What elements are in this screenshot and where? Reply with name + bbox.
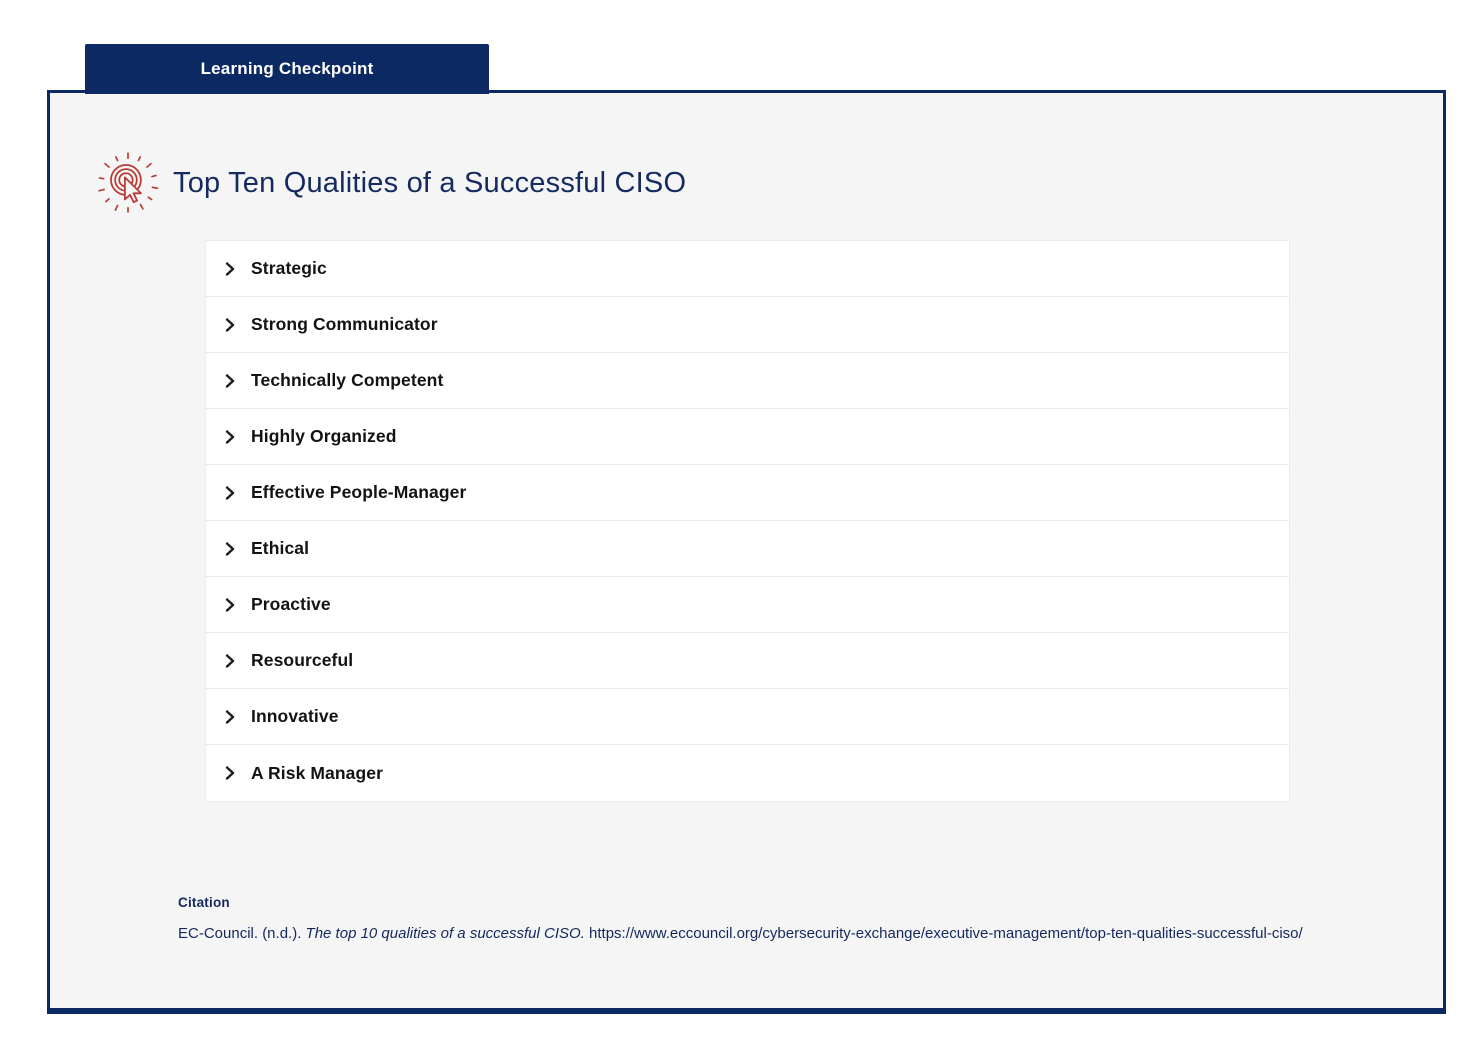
accordion-item-label: Proactive [251,594,331,614]
accordion-item-innovative[interactable]: Innovative [206,689,1289,745]
accordion-item-label: Ethical [251,538,310,558]
chevron-right-icon [225,541,235,556]
accordion-item-label: Resourceful [251,650,354,670]
accordion-item-label: Technically Competent [251,370,444,390]
accordion-item-effective-people-manager[interactable]: Effective People-Manager [206,465,1289,521]
checkpoint-panel: Top Ten Qualities of a Successful CISO S… [47,90,1446,1014]
citation-work-title: The top 10 qualities of a successful CIS… [305,925,585,942]
accordion-item-strong-communicator[interactable]: Strong Communicator [206,297,1289,353]
accordion-item-label: Strategic [251,258,327,278]
accordion-item-label: Strong Communicator [251,314,438,334]
chevron-right-icon [225,709,235,724]
chevron-right-icon [225,485,235,500]
citation-text: EC-Council. (n.d.). The top 10 qualities… [178,920,1358,947]
accordion-item-proactive[interactable]: Proactive [206,577,1289,633]
learning-checkpoint-tab: Learning Checkpoint [85,44,489,94]
citation-author: EC-Council. (n.d.). [178,925,306,942]
chevron-right-icon [225,317,235,332]
accordion-item-label: A Risk Manager [251,762,384,783]
chevron-right-icon [225,261,235,276]
accordion-item-highly-organized[interactable]: Highly Organized [206,409,1289,465]
chevron-right-icon [225,373,235,388]
accordion-item-resourceful[interactable]: Resourceful [206,633,1289,689]
citation-heading: Citation [178,895,230,910]
chevron-right-icon [225,429,235,444]
chevron-right-icon [225,653,235,668]
citation-url: https://www.eccouncil.org/cybersecurity-… [584,925,1303,942]
citation-section: Citation EC-Council. (n.d.). The top 10 … [178,895,1358,947]
accordion-item-label: Innovative [251,706,339,726]
header-row: Top Ten Qualities of a Successful CISO [50,93,1443,216]
click-target-icon [98,152,159,213]
qualities-accordion: Strategic Strong Communicator Technicall… [205,240,1290,802]
accordion-item-technically-competent[interactable]: Technically Competent [206,353,1289,409]
accordion-item-strategic[interactable]: Strategic [206,241,1289,297]
accordion-item-label: Highly Organized [251,426,397,446]
chevron-right-icon [225,766,235,780]
tab-label: Learning Checkpoint [200,59,374,78]
chevron-right-icon [225,597,235,612]
page-title: Top Ten Qualities of a Successful CISO [173,166,687,199]
accordion-item-label: Effective People-Manager [251,482,467,502]
accordion-item-a-risk-manager[interactable]: A Risk Manager [206,745,1289,801]
accordion-item-ethical[interactable]: Ethical [206,521,1289,577]
